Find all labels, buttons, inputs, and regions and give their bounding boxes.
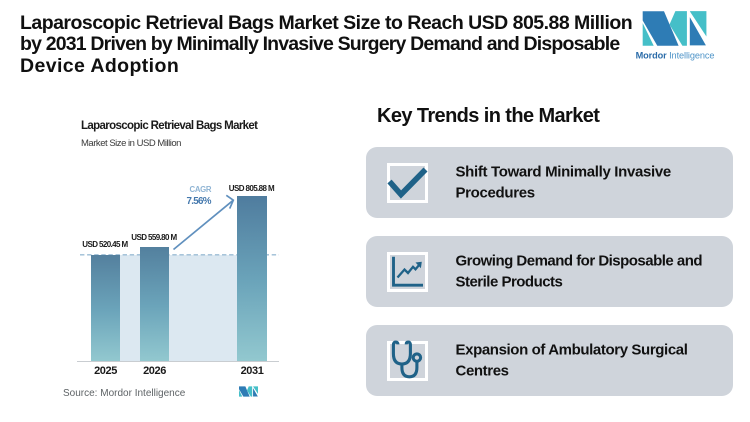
svg-text:Mordor Intelligence: Mordor Intelligence [636,51,715,61]
